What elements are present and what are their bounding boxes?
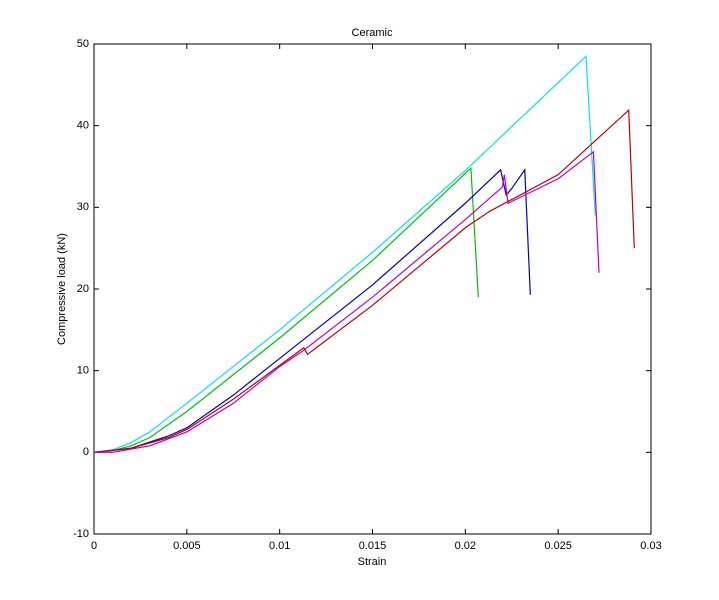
series-line: [93, 166, 479, 453]
y-tick-label: 10: [77, 365, 89, 377]
y-tick-label: 50: [77, 38, 89, 50]
x-tick-label: 0.01: [269, 540, 290, 552]
series-line: [94, 150, 600, 453]
series-line: [93, 167, 531, 453]
y-tick-label: 0: [83, 446, 89, 458]
series-line: [93, 54, 596, 453]
x-tick-label: 0.03: [640, 540, 661, 552]
series-line: [93, 108, 635, 453]
y-tick-label: 40: [77, 120, 89, 132]
x-tick-label: 0.005: [173, 540, 201, 552]
y-axis-label: Compressive load (kN): [56, 233, 68, 345]
x-tick-label: 0: [91, 540, 97, 552]
x-tick-label: 0.02: [455, 540, 476, 552]
x-tick-label: 0.015: [359, 540, 387, 552]
y-tick-label: 20: [77, 283, 89, 295]
y-tick-label: 30: [77, 201, 89, 213]
y-tick-label: -10: [73, 528, 89, 540]
x-axis-label: Strain: [358, 556, 387, 568]
x-tick-label: 0.025: [544, 540, 572, 552]
chart-title: Ceramic: [352, 27, 393, 39]
